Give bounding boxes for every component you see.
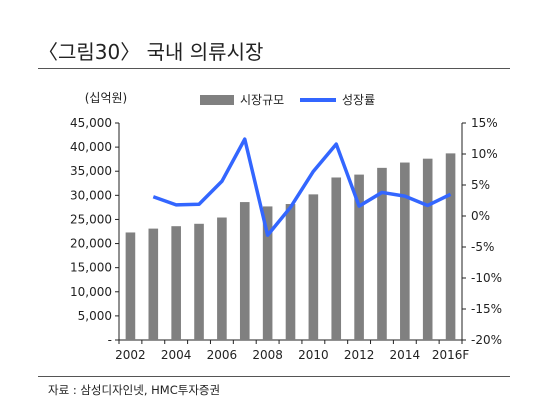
y-right-tick-label: -5% <box>471 240 494 254</box>
bar-market-size <box>354 174 364 340</box>
x-tick-label: 2010 <box>298 348 329 362</box>
y-left-tick-label: 40,000 <box>70 140 112 154</box>
bar-market-size <box>262 206 273 340</box>
bar-market-size <box>377 167 387 340</box>
bar-market-size <box>445 153 456 340</box>
x-tick-label: 2014 <box>390 348 421 362</box>
line-growth-rate <box>152 137 452 237</box>
x-tick-label: 2002 <box>115 348 146 362</box>
bar-market-size <box>239 202 250 340</box>
bar-market-size <box>331 177 342 340</box>
y-left-tick-label: 20,000 <box>70 237 112 251</box>
bar-market-size <box>125 232 136 340</box>
legend: 시장규모 성장률 <box>200 93 375 107</box>
y-left-tick-label: 10,000 <box>70 285 112 299</box>
legend-bar-swatch <box>200 95 234 105</box>
y-right-tick-label: -10% <box>471 271 502 285</box>
y-left-tick-label: 35,000 <box>70 164 112 178</box>
bar-market-size <box>194 223 204 340</box>
x-tick-label: 2006 <box>207 348 238 362</box>
x-tick-label: 2012 <box>344 348 375 362</box>
bar-market-size <box>171 226 181 340</box>
bar-market-size <box>308 194 319 340</box>
bar-market-size <box>217 217 227 340</box>
bar-market-size <box>285 204 296 340</box>
bar-market-size <box>400 162 410 340</box>
y-right-tick-label: 15% <box>471 116 498 130</box>
bar-market-size <box>148 228 159 340</box>
y-left-tick-label: 45,000 <box>70 116 112 130</box>
source-note: 자료 : 삼성디자인넷, HMC투자증권 <box>48 383 221 397</box>
y-axis-unit-label: (십억원) <box>85 91 127 105</box>
y-left-tick-label: 15,000 <box>70 261 112 275</box>
y-right-tick-label: -20% <box>471 333 502 347</box>
y-right-tick-label: 0% <box>471 209 490 223</box>
y-right-tick-label: 10% <box>471 147 498 161</box>
x-tick-label: 2016F <box>432 348 470 362</box>
y-left-tick-label: 30,000 <box>70 188 112 202</box>
x-tick-label: 2008 <box>252 348 283 362</box>
y-left-tick-label: 25,000 <box>70 212 112 226</box>
page-title: 〈그림30〉 국내 의류시장 <box>38 40 264 64</box>
x-tick-label: 2004 <box>161 348 192 362</box>
y-right-tick-label: -15% <box>471 302 502 316</box>
bar-market-size <box>422 158 433 340</box>
title-divider <box>38 68 510 69</box>
y-left-tick-label: - <box>108 333 112 347</box>
y-right-tick-label: 5% <box>471 178 490 192</box>
y-left-tick-label: 5,000 <box>78 309 112 323</box>
legend-line-label: 성장률 <box>342 93 375 107</box>
source-divider <box>38 376 510 377</box>
legend-bar-label: 시장규모 <box>240 93 284 107</box>
